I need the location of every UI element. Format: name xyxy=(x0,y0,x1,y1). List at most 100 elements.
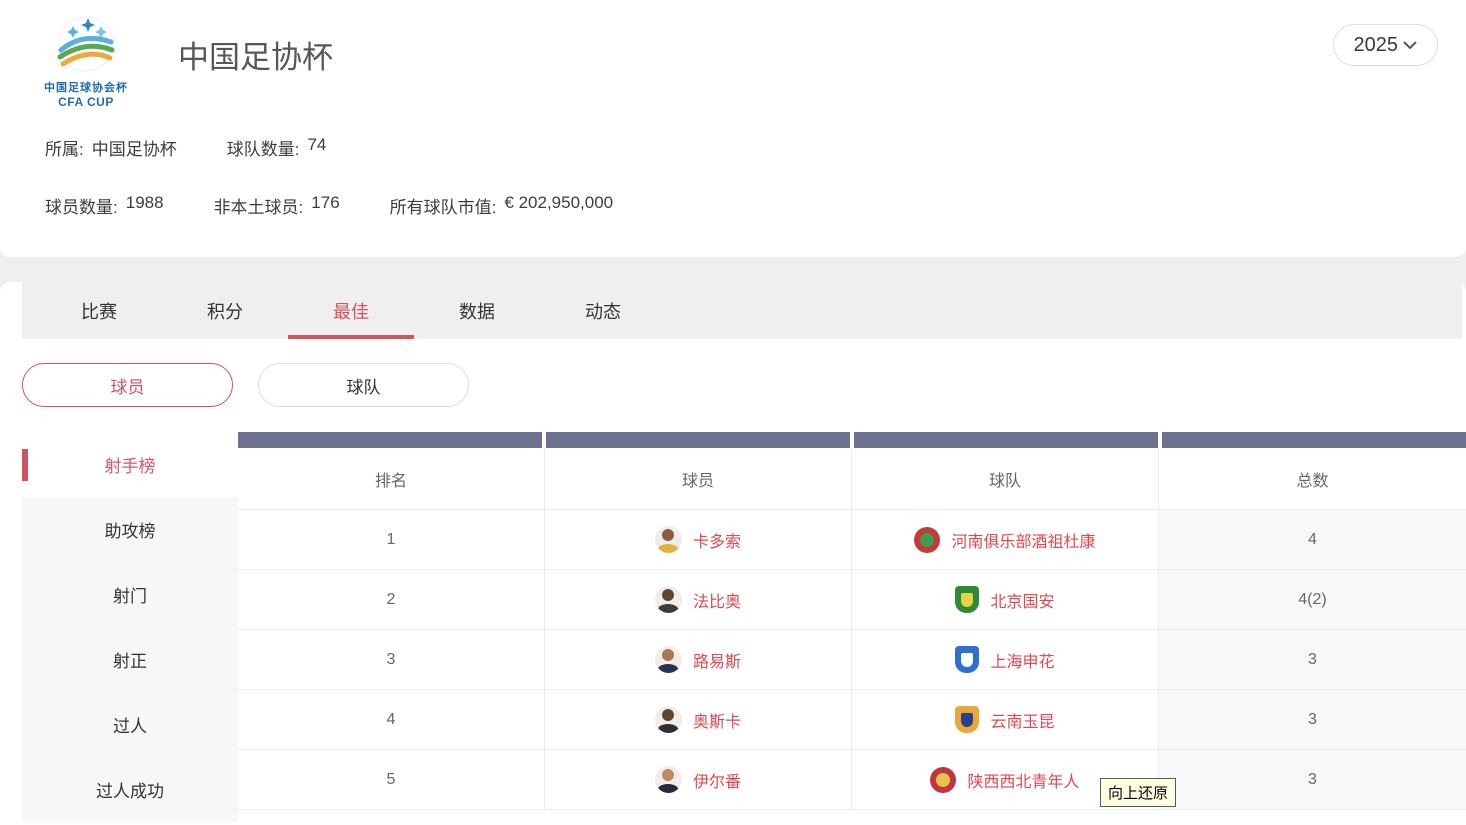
stat-label: 球队数量: xyxy=(226,140,300,159)
team-crest-icon xyxy=(955,646,980,673)
column-header-0: 排名 xyxy=(238,448,545,509)
table-top-bar xyxy=(238,432,1466,448)
total-cell: 4(2) xyxy=(1159,570,1466,629)
chevron-down-icon xyxy=(1403,40,1417,49)
rank-value: 4 xyxy=(386,710,396,728)
stat-category-sidebar: 射手榜 助攻榜 射门 射正 过人 过人成功 xyxy=(22,432,238,822)
rank-cell: 4 xyxy=(238,690,545,749)
tab-matches[interactable]: 比赛 xyxy=(81,301,117,322)
rank-cell: 3 xyxy=(238,630,545,689)
year-dropdown[interactable]: 2025 xyxy=(1332,24,1438,66)
avatar-head xyxy=(662,709,675,721)
player-avatar xyxy=(654,526,682,553)
table-top-bar-segment xyxy=(1162,432,1466,448)
stat-label: 所有球队市值: xyxy=(389,198,497,217)
total-cell: 3 xyxy=(1159,630,1466,689)
player-link[interactable]: 法比奥 xyxy=(692,593,741,611)
stat-item: 球队数量: 74 xyxy=(227,135,327,160)
player-link[interactable]: 奥斯卡 xyxy=(692,713,741,731)
column-header-1: 球员 xyxy=(545,448,852,509)
team-link[interactable]: 上海申花 xyxy=(990,653,1055,671)
pill-players[interactable]: 球员 xyxy=(22,363,233,407)
column-header-3: 总数 xyxy=(1296,472,1329,490)
pill-teams[interactable]: 球队 xyxy=(258,363,469,407)
cfa-cup-logo: 中国足球协会杯 CFA CUP xyxy=(38,12,134,109)
sidebar-item-shots-on-target[interactable]: 射正 xyxy=(22,627,238,692)
team-link[interactable]: 北京国安 xyxy=(990,593,1055,611)
avatar-head xyxy=(662,649,675,661)
team-cell: 云南玉昆 xyxy=(852,690,1159,749)
team-crest-inner xyxy=(961,592,974,607)
stat-item: 所有球队市值: € 202,950,000 xyxy=(390,193,613,218)
table-row: 3 路易斯 上海申花 3 xyxy=(238,630,1466,690)
player-cell: 法比奥 xyxy=(545,570,852,629)
team-crest-inner xyxy=(936,772,951,787)
sidebar-item-assists[interactable]: 助攻榜 xyxy=(22,497,238,562)
team-cell: 北京国安 xyxy=(852,570,1159,629)
rank-value: 2 xyxy=(386,590,396,608)
player-cell: 卡多索 xyxy=(545,510,852,569)
tab-news[interactable]: 动态 xyxy=(585,301,621,322)
avatar-head xyxy=(662,769,675,781)
stat-label: 非本土球员: xyxy=(213,198,304,217)
avatar-head xyxy=(662,529,675,541)
league-stats: 所属: 中国足协杯 球队数量: 74 球员数量: 1988 非本土球员: 176 所有球队市值… xyxy=(0,135,1466,218)
stat-label: 所属: xyxy=(45,140,84,159)
stat-value: 1988 xyxy=(125,193,164,212)
team-crest-inner xyxy=(961,712,974,727)
tab-standings[interactable]: 积分 xyxy=(207,301,243,322)
total-cell: 3 xyxy=(1159,750,1466,809)
team-link[interactable]: 河南俱乐部酒祖杜康 xyxy=(951,533,1096,551)
stat-item: 球员数量: 1988 xyxy=(45,193,164,218)
tab-data[interactable]: 数据 xyxy=(459,301,495,322)
player-avatar xyxy=(654,766,682,793)
rank-value: 1 xyxy=(386,530,396,548)
tooltip: 向上还原 xyxy=(1100,778,1177,807)
total-value: 3 xyxy=(1308,770,1317,788)
total-value: 3 xyxy=(1308,650,1317,668)
tab-bar: 比赛 积分 最佳 数据 动态 xyxy=(22,282,1462,339)
player-link[interactable]: 卡多索 xyxy=(692,533,741,551)
player-link[interactable]: 路易斯 xyxy=(692,653,741,671)
team-link[interactable]: 云南玉昆 xyxy=(990,713,1055,731)
table-header-row: 排名 球员 球队 总数 xyxy=(238,448,1466,510)
team-crest-icon xyxy=(955,706,980,733)
player-avatar xyxy=(654,646,682,673)
rank-value: 5 xyxy=(386,770,396,788)
total-value: 4(2) xyxy=(1298,590,1327,608)
sidebar-item-dribbles[interactable]: 过人 xyxy=(22,692,238,757)
tab-best[interactable]: 最佳 xyxy=(288,282,414,339)
stat-label: 球员数量: xyxy=(45,198,118,217)
player-avatar xyxy=(654,706,682,733)
total-cell: 3 xyxy=(1159,690,1466,749)
team-link[interactable]: 陕西西北青年人 xyxy=(967,773,1080,791)
team-cell: 河南俱乐部酒祖杜康 xyxy=(852,510,1159,569)
avatar-body xyxy=(657,544,679,553)
year-dropdown-value: 2025 xyxy=(1353,33,1399,56)
table-top-bar-segment xyxy=(546,432,850,448)
player-link[interactable]: 伊尔番 xyxy=(692,773,741,791)
team-crest-inner xyxy=(961,652,974,667)
page-title: 中国足协杯 xyxy=(178,40,333,75)
table-row: 5 伊尔番 陕西西北青年人 3 xyxy=(238,750,1466,810)
stat-value: 中国足协杯 xyxy=(91,140,177,159)
table-row: 4 奥斯卡 云南玉昆 3 xyxy=(238,690,1466,750)
player-cell: 伊尔番 xyxy=(545,750,852,809)
sidebar-item-top-scorers[interactable]: 射手榜 xyxy=(22,432,238,497)
content-card: 比赛 积分 最佳 数据 动态 球员 球队 射手榜 助攻榜 射门 射正 过人 过人成功 排名 球员 球队总… xyxy=(0,282,1466,825)
top-scorers-table: 排名 球员 球队 总数 1 卡多索 河南俱乐部酒祖杜康 4 2 法比奥 北京国安 4(2) 3 路易斯 上… xyxy=(238,432,1466,822)
player-avatar xyxy=(654,586,682,613)
sidebar-item-shots[interactable]: 射门 xyxy=(22,562,238,627)
sidebar-item-dribbles-success[interactable]: 过人成功 xyxy=(22,757,238,822)
stat-value: 176 xyxy=(311,193,340,212)
rank-value: 3 xyxy=(386,650,396,668)
rank-cell: 5 xyxy=(238,750,545,809)
filter-pills: 球员 球队 xyxy=(22,363,1466,407)
avatar-body xyxy=(657,604,679,613)
cfa-cup-logo-icon xyxy=(57,16,115,72)
total-value: 4 xyxy=(1308,530,1317,548)
league-header: 中国足球协会杯 CFA CUP 中国足协杯 2025 所属: 中国足协杯 球队数量:… xyxy=(0,0,1466,257)
table-row: 1 卡多索 河南俱乐部酒祖杜康 4 xyxy=(238,510,1466,570)
rank-cell: 1 xyxy=(238,510,545,569)
team-crest-inner xyxy=(920,532,935,547)
